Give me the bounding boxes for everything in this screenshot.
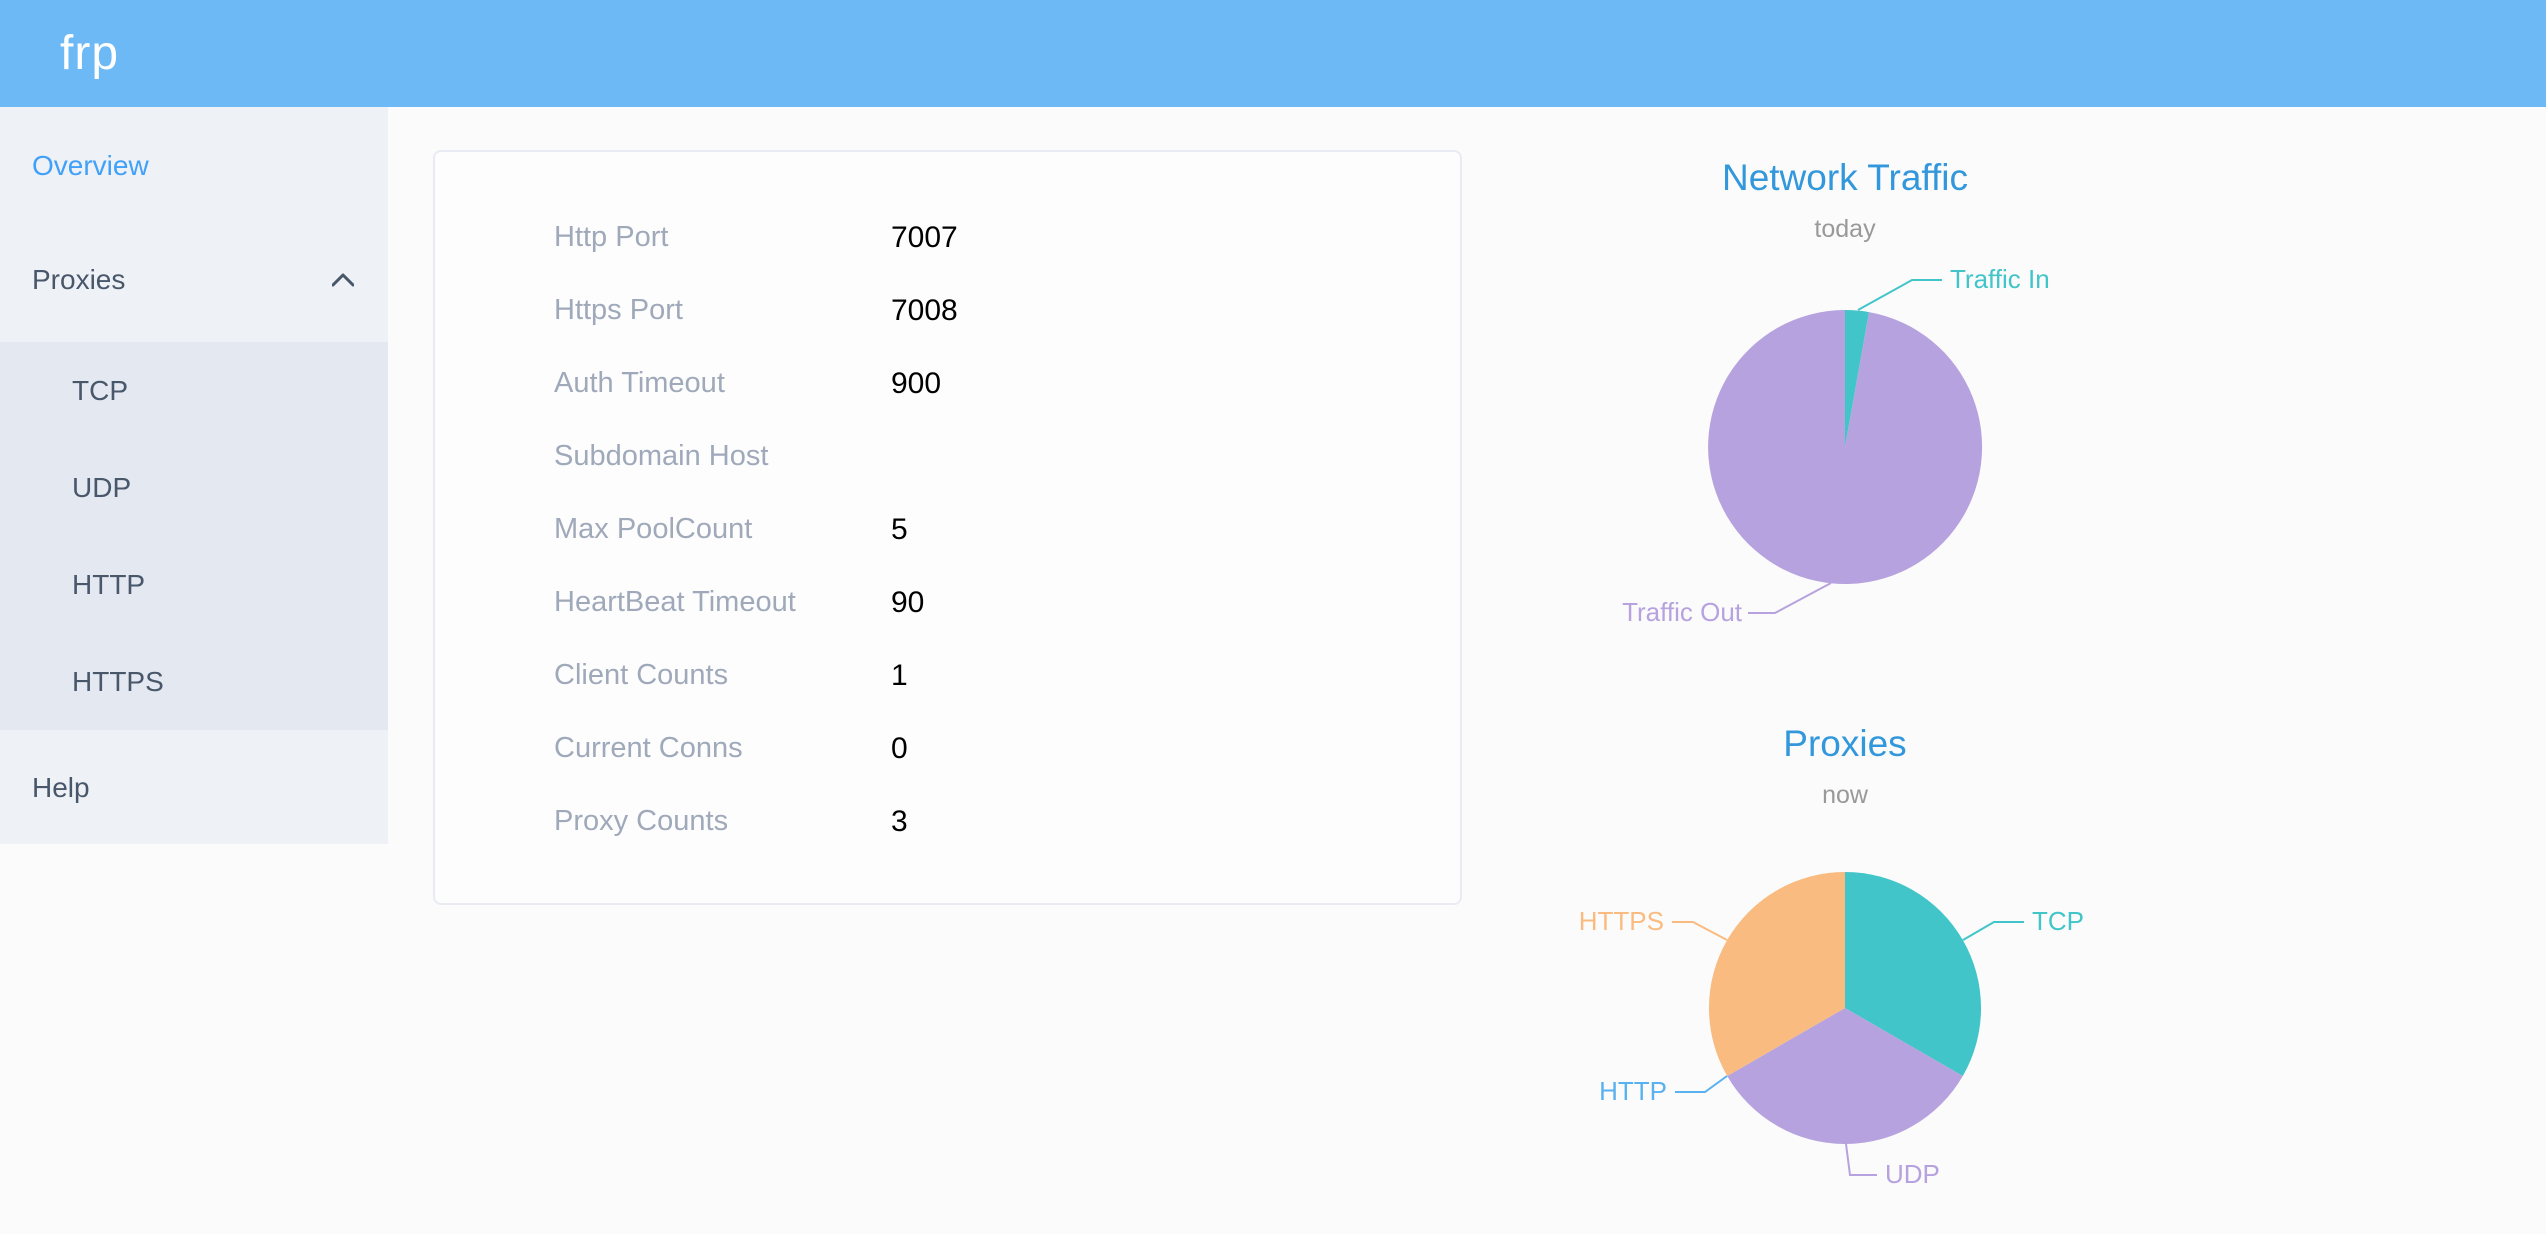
chart-title: Network Traffic: [1721, 157, 1969, 198]
sidebar-item-https[interactable]: HTTPS: [0, 633, 388, 730]
config-row-max-poolcount: Max PoolCount 5: [435, 493, 1460, 566]
config-value: 900: [891, 366, 942, 400]
pie-label-line-traffic-out: [1748, 582, 1832, 614]
proxies-pie: TCP UDP HTTP HTTPS: [1579, 872, 2084, 1189]
pie-label-line-traffic-in: [1857, 279, 1942, 311]
pie-label-line-https: [1672, 921, 1728, 941]
sidebar-item-tcp[interactable]: TCP: [0, 342, 388, 439]
pie-label-tcp: TCP: [2032, 906, 2084, 936]
config-row-https-port: Https Port 7008: [435, 274, 1460, 347]
config-value: 90: [891, 585, 925, 619]
app-logo: frp: [60, 27, 120, 80]
chart-subtitle: today: [1814, 215, 1876, 243]
pie-label-line-http: [1675, 1075, 1728, 1093]
network-traffic-chart: Network Traffic today Traffic In Traffic …: [1560, 150, 2130, 720]
sidebar-item-udp[interactable]: UDP: [0, 439, 388, 536]
network-traffic-pie: Traffic In Traffic Out: [1622, 264, 2050, 627]
chevron-up-icon: [332, 273, 354, 287]
pie-slice-https[interactable]: [1708, 872, 1845, 1076]
sidebar-item-help[interactable]: Help: [0, 738, 388, 838]
sidebar-item-label: Overview: [32, 150, 149, 181]
pie-label-udp: UDP: [1885, 1159, 1940, 1189]
config-row-proxy-counts: Proxy Counts 3: [435, 785, 1460, 858]
sidebar-item-label: Help: [32, 772, 90, 803]
sidebar-item-label: UDP: [72, 471, 132, 503]
pie-slice-traffic-out[interactable]: [1708, 310, 1983, 584]
app-header: frp: [0, 0, 2546, 107]
sidebar-item-label: HTTPS: [72, 665, 164, 697]
sidebar: Overview Proxies TCP UDP HTTP HTTPS Help: [0, 107, 388, 844]
config-label: Http Port: [554, 221, 669, 253]
pie-slice-tcp[interactable]: [1845, 872, 1982, 1076]
sidebar-item-label: HTTP: [72, 568, 146, 600]
config-row-auth-timeout: Auth Timeout 900: [435, 347, 1460, 420]
sidebar-item-label: Proxies: [32, 264, 126, 295]
chart-subtitle: now: [1822, 781, 1868, 809]
config-row-subdomain-host: Subdomain Host: [435, 420, 1460, 493]
config-label: Subdomain Host: [554, 440, 769, 472]
pie-label-http: HTTP: [1599, 1076, 1667, 1106]
config-label: Max PoolCount: [554, 513, 753, 545]
config-label: HeartBeat Timeout: [554, 586, 796, 618]
config-value: 1: [891, 658, 908, 692]
config-row-http-port: Http Port 7007: [435, 201, 1460, 274]
config-row-heartbeat-timeout: HeartBeat Timeout 90: [435, 566, 1460, 639]
config-label: Auth Timeout: [554, 367, 725, 399]
config-value: 5: [891, 512, 908, 546]
pie-label-traffic-out: Traffic Out: [1622, 597, 1743, 627]
config-row-current-conns: Current Conns 0: [435, 712, 1460, 785]
pie-label-traffic-in: Traffic In: [1950, 264, 2050, 294]
config-value: 7007: [891, 220, 958, 254]
pie-slice-udp[interactable]: [1727, 1008, 1963, 1145]
config-label: Client Counts: [554, 659, 729, 691]
config-value: 0: [891, 731, 908, 765]
config-value: 7008: [891, 293, 958, 327]
pie-label-https: HTTPS: [1579, 906, 1664, 936]
config-value: 3: [891, 804, 908, 838]
config-label: Proxy Counts: [554, 805, 729, 837]
sidebar-item-overview[interactable]: Overview: [0, 116, 388, 216]
proxies-chart: Proxies now TCP UDP HTTP HTTPS: [1560, 722, 2130, 1234]
sidebar-item-http[interactable]: HTTP: [0, 536, 388, 633]
chart-title: Proxies: [1783, 723, 1907, 764]
config-label: Current Conns: [554, 732, 743, 764]
pie-label-line-tcp: [1962, 921, 2024, 941]
pie-label-line-udp: [1845, 1143, 1877, 1176]
sidebar-item-label: TCP: [72, 374, 128, 406]
pie-slice-traffic-in[interactable]: [1845, 309, 1869, 447]
server-info-card: Http Port 7007 Https Port 7008 Auth Time…: [433, 150, 1462, 905]
sidebar-submenu-proxies: TCP UDP HTTP HTTPS: [0, 342, 388, 730]
config-label: Https Port: [554, 294, 683, 326]
config-row-client-counts: Client Counts 1: [435, 639, 1460, 712]
sidebar-item-proxies[interactable]: Proxies: [0, 230, 388, 330]
